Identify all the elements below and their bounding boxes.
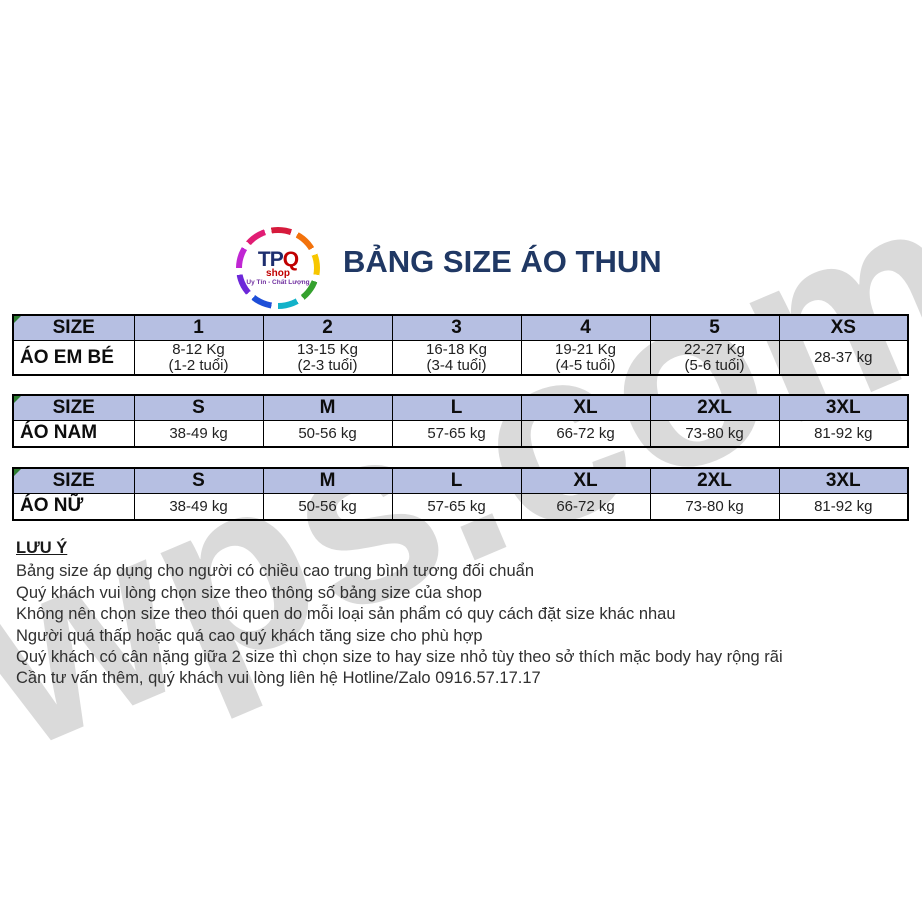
logo-shop-word: shop — [266, 267, 290, 279]
header-label: SIZE — [52, 317, 95, 338]
table-row: SIZE S M L XL 2XL 3XL — [12, 394, 909, 421]
note-line-hotline: Cần tư vấn thêm, quý khách vui lòng liên… — [16, 669, 541, 688]
header-cell: 2XL — [649, 467, 780, 494]
value-cell: 8-12 Kg (1-2 tuổi) — [133, 340, 264, 376]
logo-shop-name: TPQ — [257, 247, 299, 271]
value-cell: 66-72 kg — [520, 493, 651, 520]
cell-error-indicator-icon — [14, 316, 21, 323]
header-cell: 3XL — [778, 394, 909, 421]
header-cell: 1 — [133, 314, 264, 341]
value-cell: 73-80 kg — [649, 493, 780, 520]
header-cell: XL — [520, 467, 651, 494]
header-cell: 3 — [391, 314, 522, 341]
cell-error-indicator-icon — [14, 469, 21, 476]
value-cell: 22-27 Kg (5-6 tuổi) — [649, 340, 780, 376]
header-cell: 2 — [262, 314, 393, 341]
header-cell: S — [133, 467, 264, 494]
value-cell: 73-80 kg — [649, 420, 780, 447]
logo-inner-disc: TPQ shop Uy Tín - Chất Lượng — [242, 233, 314, 303]
shop-logo: TPQ shop Uy Tín - Chất Lượng — [236, 227, 320, 309]
note-line: Quý khách có cân nặng giữa 2 size thì ch… — [16, 648, 783, 667]
header-cell: 2XL — [649, 394, 780, 421]
logo-name-q: Q — [282, 247, 299, 271]
header-cell: L — [391, 467, 522, 494]
value-cell: 38-49 kg — [133, 420, 264, 447]
row-label-cell: ÁO NỮ — [12, 493, 135, 520]
table-row: SIZE S M L XL 2XL 3XL — [12, 467, 909, 494]
header-cell: 4 — [520, 314, 651, 341]
size-table-men: SIZE S M L XL 2XL 3XL ÁO NAM 38-49 kg 50… — [12, 394, 909, 448]
row-label-cell: ÁO EM BÉ — [12, 340, 135, 376]
header-cell: M — [262, 394, 393, 421]
value-cell: 50-56 kg — [262, 493, 393, 520]
value-cell: 13-15 Kg (2-3 tuổi) — [262, 340, 393, 376]
header-label: SIZE — [52, 397, 95, 418]
note-line: Quý khách vui lòng chọn size theo thông … — [16, 583, 482, 602]
header-cell-size: SIZE — [12, 394, 135, 421]
header-cell-size: SIZE — [12, 467, 135, 494]
value-cell: 19-21 Kg (4-5 tuổi) — [520, 340, 651, 376]
value-cell: 28-37 kg — [778, 340, 909, 376]
notes-heading: LƯU Ý — [16, 539, 68, 557]
header-cell: M — [262, 467, 393, 494]
cell-error-indicator-icon — [14, 396, 21, 403]
page-title: BẢNG SIZE ÁO THUN — [343, 244, 662, 279]
value-cell: 66-72 kg — [520, 420, 651, 447]
note-line: Bảng size áp dụng cho người có chiều cao… — [16, 562, 534, 581]
table-row: SIZE 1 2 3 4 5 XS — [12, 314, 909, 341]
logo-color-ring-icon: TPQ shop Uy Tín - Chất Lượng — [236, 227, 320, 309]
header-cell-size: SIZE — [12, 314, 135, 341]
value-cell: 81-92 kg — [778, 493, 909, 520]
note-line: Người quá thấp hoặc quá cao quý khách tă… — [16, 626, 483, 645]
size-table-baby: SIZE 1 2 3 4 5 XS ÁO EM BÉ 8-12 Kg (1-2 … — [12, 314, 909, 376]
value-cell: 57-65 kg — [391, 420, 522, 447]
value-cell: 57-65 kg — [391, 493, 522, 520]
value-cell: 81-92 kg — [778, 420, 909, 447]
notes-section: LƯU Ý Bảng size áp dụng cho người có chi… — [16, 538, 783, 690]
logo-name-tp: TP — [257, 247, 284, 271]
header-cell: 3XL — [778, 467, 909, 494]
value-cell: 16-18 Kg (3-4 tuổi) — [391, 340, 522, 376]
header-cell: S — [133, 394, 264, 421]
logo-tagline: Uy Tín - Chất Lượng — [246, 279, 310, 287]
header-label: SIZE — [52, 470, 95, 491]
row-label-cell: ÁO NAM — [12, 420, 135, 447]
value-cell: 38-49 kg — [133, 493, 264, 520]
table-row: ÁO EM BÉ 8-12 Kg (1-2 tuổi) 13-15 Kg (2-… — [12, 340, 909, 376]
value-cell: 50-56 kg — [262, 420, 393, 447]
header-cell: 5 — [649, 314, 780, 341]
header-cell: L — [391, 394, 522, 421]
size-table-women: SIZE S M L XL 2XL 3XL ÁO NỮ 38-49 kg 50-… — [12, 467, 909, 521]
table-row: ÁO NỮ 38-49 kg 50-56 kg 57-65 kg 66-72 k… — [12, 493, 909, 520]
header-cell: XS — [778, 314, 909, 341]
table-row: ÁO NAM 38-49 kg 50-56 kg 57-65 kg 66-72 … — [12, 420, 909, 447]
header-cell: XL — [520, 394, 651, 421]
note-line: Không nên chọn size theo thói quen do mỗ… — [16, 605, 676, 624]
